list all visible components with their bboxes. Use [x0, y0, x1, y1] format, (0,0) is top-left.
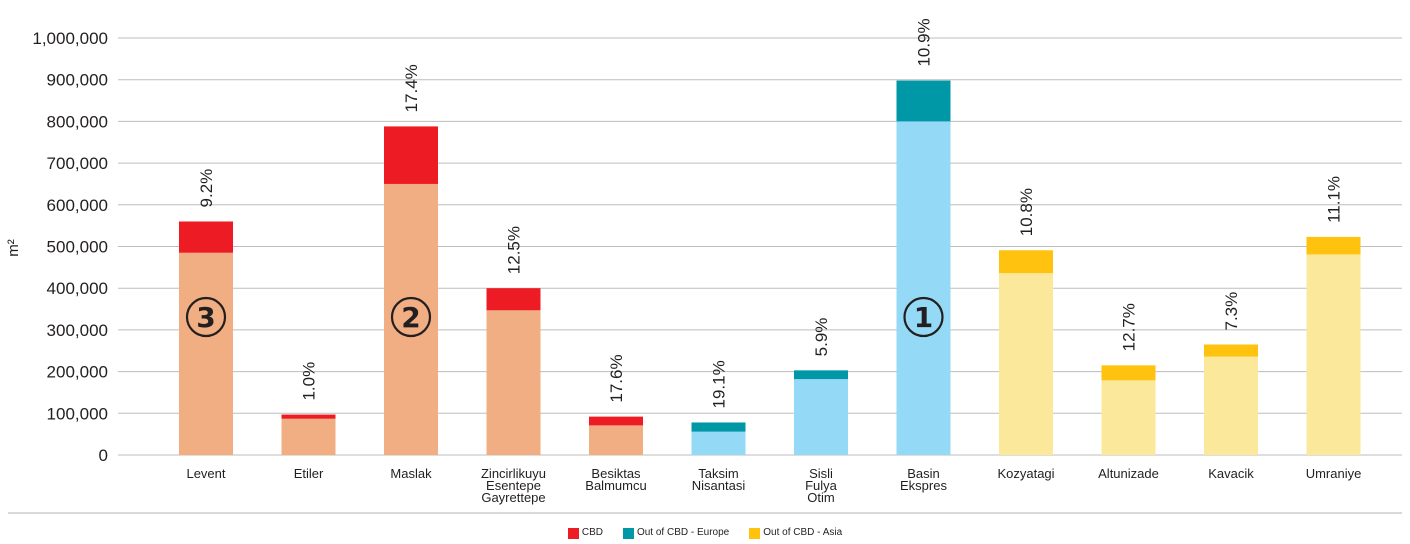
- y-tick-label: 600,000: [47, 196, 108, 215]
- bar-lower-segment: [691, 431, 746, 455]
- legend-swatch: [749, 527, 761, 539]
- x-category-label: Altunizade: [1098, 466, 1159, 481]
- rank-marker-label: 2: [401, 301, 420, 334]
- bar-top-segment: [589, 416, 643, 426]
- x-category-label: Kozyatagi: [997, 466, 1054, 481]
- gridlines: [118, 37, 1402, 456]
- legend-item: Out of CBD - Asia: [749, 527, 842, 539]
- y-axis-ticks: 0 100,000 200,000 300,000 400,000 500,000 600,…: [32, 29, 108, 465]
- bar-top-segment: [179, 221, 233, 253]
- x-axis-categories: Levent Etiler Maslak Zincirlikuyu Esentepe Ga…: [186, 466, 1361, 505]
- vacancy-label: 19.1%: [710, 360, 729, 408]
- y-tick-label: 900,000: [47, 71, 108, 90]
- legend-swatch: [622, 527, 634, 539]
- vacancy-label: 17.4%: [402, 64, 421, 112]
- rank-marker-circle: [390, 296, 432, 338]
- bar-lower-segment: [1306, 254, 1361, 455]
- vacancy-label: 1.0%: [300, 362, 319, 401]
- legend-label: Out of CBD - Europe: [636, 527, 730, 538]
- y-tick-label: 500,000: [47, 238, 108, 257]
- x-category-label: Basin Ekspres: [900, 466, 947, 493]
- x-category-label: Maslak: [390, 466, 432, 481]
- rank-marker-label: 1: [914, 301, 933, 334]
- y-tick-label: 700,000: [47, 154, 108, 173]
- y-tick-label: 400,000: [47, 279, 108, 298]
- vacancy-label: 10.9%: [915, 18, 934, 66]
- bar-lower-segment: [794, 379, 848, 455]
- bar-lower-segment: [179, 252, 233, 455]
- vacancy-label: 17.6%: [607, 354, 626, 402]
- bars: [179, 80, 1361, 456]
- rank-marker-circle: [185, 296, 227, 338]
- y-tick-label: 1,000,000: [32, 29, 108, 48]
- y-tick-label: 300,000: [47, 321, 108, 340]
- vacancy-label: 7.3%: [1222, 292, 1241, 331]
- bar-lower-segment: [1101, 380, 1156, 455]
- y-tick-label: 100,000: [47, 404, 108, 423]
- vacancy-label: 11.1%: [1325, 176, 1344, 223]
- vacancy-label: 12.7%: [1120, 303, 1139, 351]
- x-category-label: Sisli Fulya Otim: [805, 466, 838, 505]
- y-tick-label: 800,000: [47, 112, 108, 131]
- bar-lower-segment: [281, 418, 336, 455]
- x-category-label: Etiler: [294, 466, 324, 481]
- vacancy-label: 9.2%: [197, 169, 216, 208]
- vacancy-label: 12.5%: [505, 226, 524, 274]
- bar-top-segment: [999, 250, 1053, 274]
- x-category-label: Zincirlikuyu Esentepe Gayrettepe: [481, 466, 546, 505]
- bar-top-segment: [691, 422, 746, 432]
- x-category-label: Taksim Nisantasi: [692, 466, 746, 493]
- x-category-label: Kavacik: [1208, 466, 1254, 481]
- bar-lower-segment: [999, 273, 1053, 455]
- bar-top-segment: [384, 126, 438, 184]
- vacancy-labels: 9.2% 1.0% 17.4% 12.5% 17.6% 19.1% 5.9% 10.9% 10.…: [197, 18, 1344, 408]
- y-axis-label: m²: [5, 239, 22, 257]
- bar-lower-segment: [896, 121, 951, 456]
- x-category-label: Umraniye: [1306, 466, 1362, 481]
- legend-label: Out of CBD - Asia: [763, 527, 843, 538]
- vacancy-label: 10.8%: [1017, 188, 1036, 236]
- legend-item: Out of CBD - Europe: [622, 527, 730, 539]
- y-tick-label: 0: [99, 446, 108, 465]
- x-category-label: Besiktas Balmumcu: [585, 466, 646, 493]
- legend-item: CBD: [567, 527, 603, 539]
- bar-top-segment: [486, 288, 541, 311]
- bar-top-segment: [1306, 236, 1361, 255]
- bar-lower-segment: [1204, 356, 1258, 455]
- y-tick-label: 200,000: [47, 363, 108, 382]
- legend-label: CBD: [581, 527, 603, 538]
- bar-top-segment: [281, 414, 336, 419]
- bar-top-segment: [1204, 344, 1258, 357]
- legend: CBD Out of CBD - Europe Out of CBD - Asia: [0, 527, 1410, 539]
- bar-lower-segment: [589, 425, 643, 455]
- bar-top-segment: [794, 370, 848, 380]
- rank-marker-circle: [903, 296, 944, 338]
- bar-lower-segment: [486, 310, 541, 455]
- bar-top-segment: [896, 80, 951, 122]
- vacancy-label: 5.9%: [812, 318, 831, 357]
- rank-marker-label: 3: [196, 301, 215, 334]
- rank-markers: 1 2 3: [185, 296, 944, 338]
- bar-top-segment: [1101, 365, 1156, 381]
- legend-swatch: [567, 527, 579, 539]
- x-category-label: Levent: [186, 466, 225, 481]
